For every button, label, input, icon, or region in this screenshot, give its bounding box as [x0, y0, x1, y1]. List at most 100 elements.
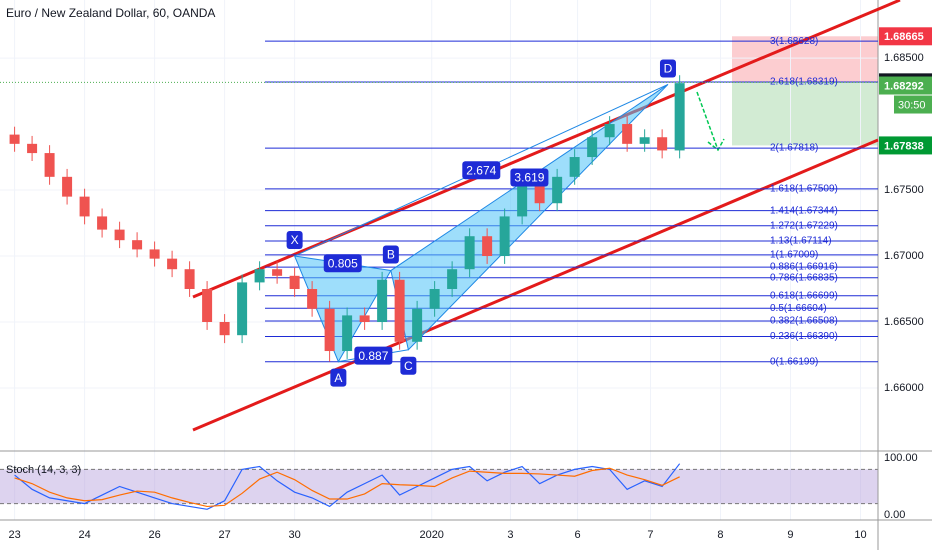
candle-body	[342, 315, 353, 352]
ratio-box	[510, 168, 549, 187]
candle-body	[44, 153, 55, 177]
ratio-label: 0.805	[328, 256, 358, 270]
fib-label: 3(1.68628)	[770, 36, 818, 47]
stoch-tick-label: 100.00	[884, 452, 918, 464]
x-tick-label: 30	[288, 529, 300, 541]
point-box	[659, 59, 676, 78]
candle-body	[447, 269, 458, 290]
fib-label: 0.786(1.66835)	[770, 272, 838, 283]
candle-body	[429, 289, 440, 309]
price-badge-label: 1.68292	[884, 80, 924, 92]
chart-title: Euro / New Zealand Dollar, 60, OANDA	[6, 6, 215, 20]
y-tick-label: 1.67500	[884, 184, 924, 196]
point-label: B	[387, 248, 395, 262]
channel-lower	[192, 138, 879, 432]
countdown: 30:50	[898, 99, 926, 111]
projection-arrow	[696, 91, 725, 152]
price-badge	[879, 76, 932, 95]
candle-body	[184, 269, 195, 290]
candle-body	[97, 216, 108, 230]
stoch-tick-label: 0.00	[884, 509, 905, 521]
price-badge-label: 1.68665	[884, 31, 924, 43]
x-tick-label: 7	[647, 529, 653, 541]
candle-body	[412, 308, 423, 342]
fib-label: 1.414(1.67344)	[770, 205, 838, 216]
fib-label: 0.382(1.66508)	[770, 316, 838, 327]
candle-body	[534, 183, 545, 204]
point-box	[400, 356, 417, 375]
x-tick-label: 10	[854, 529, 866, 541]
price-badge	[879, 136, 932, 155]
target-zone	[732, 82, 878, 146]
fib-label: 0(1.66199)	[770, 356, 818, 367]
candle-body	[149, 249, 160, 259]
candle-body	[464, 236, 475, 270]
candle-body	[9, 134, 20, 144]
candle-body	[552, 176, 563, 204]
ratio-label: 3.619	[514, 171, 544, 185]
candle-body	[289, 275, 300, 290]
candle-body	[132, 240, 143, 250]
candle-body	[307, 289, 318, 309]
point-label: D	[664, 62, 673, 76]
candle-body	[237, 282, 248, 336]
candle-body	[272, 269, 283, 276]
candle-body	[219, 321, 230, 336]
candle-body	[657, 137, 668, 151]
fib-label: 2.618(1.68319)	[770, 77, 838, 88]
ratio-box	[462, 161, 501, 180]
point-box	[330, 368, 347, 387]
price-badge	[879, 27, 932, 46]
stoch-label: Stoch (14, 3, 3)	[6, 464, 81, 476]
fib-label: 2(1.67818)	[770, 143, 818, 154]
fib-label: 1.272(1.67229)	[770, 220, 838, 231]
x-tick-label: 27	[218, 529, 230, 541]
y-tick-label: 1.67000	[884, 250, 924, 262]
candle-body	[499, 216, 510, 257]
x-tick-label: 24	[78, 529, 90, 541]
candle-body	[394, 279, 405, 342]
fib-label: 1(1.67009)	[770, 249, 818, 260]
candle-body	[377, 279, 388, 322]
x-tick-label: 23	[8, 529, 20, 541]
x-tick-label: 26	[148, 529, 160, 541]
candle-body	[114, 229, 125, 241]
fib-label: 0.236(1.66390)	[770, 331, 838, 342]
candle-body	[639, 137, 650, 144]
candle-body	[604, 124, 615, 138]
candle-body	[202, 289, 213, 322]
ratio-box	[354, 346, 393, 365]
candle-body	[587, 137, 598, 158]
fib-label: 0.618(1.66699)	[770, 290, 838, 301]
fib-label: 0.886(1.66916)	[770, 262, 838, 273]
candle-body	[27, 143, 38, 154]
x-tick-label: 9	[787, 529, 793, 541]
candle-body	[622, 124, 633, 144]
stoch-line	[14, 467, 680, 508]
countdown-box	[894, 95, 932, 114]
point-box	[382, 245, 399, 264]
candle-body	[324, 308, 335, 352]
x-tick-label: 2020	[419, 529, 443, 541]
y-tick-label: 1.66500	[884, 316, 924, 328]
candle-body	[674, 83, 685, 151]
candle-body	[254, 269, 265, 283]
fib-label: 1.13(1.67114)	[770, 236, 832, 247]
ratio-box	[323, 254, 362, 273]
candle-body	[569, 157, 580, 177]
y-tick-label: 1.68500	[884, 52, 924, 64]
stoch-line	[14, 463, 681, 510]
point-label: C	[404, 359, 413, 373]
price-badge-label: 1.67838	[884, 140, 924, 152]
fib-label: 0.5(1.66604)	[770, 303, 827, 314]
point-box	[286, 231, 303, 250]
candle-body	[517, 183, 528, 217]
point-label: X	[291, 233, 299, 247]
ratio-label: 0.887	[358, 349, 388, 363]
candle-body	[167, 258, 178, 270]
ratio-label: 2.674	[466, 163, 496, 177]
candle-body	[482, 236, 493, 257]
x-tick-label: 3	[507, 529, 513, 541]
fib-label: 1.618(1.67509)	[770, 183, 838, 194]
